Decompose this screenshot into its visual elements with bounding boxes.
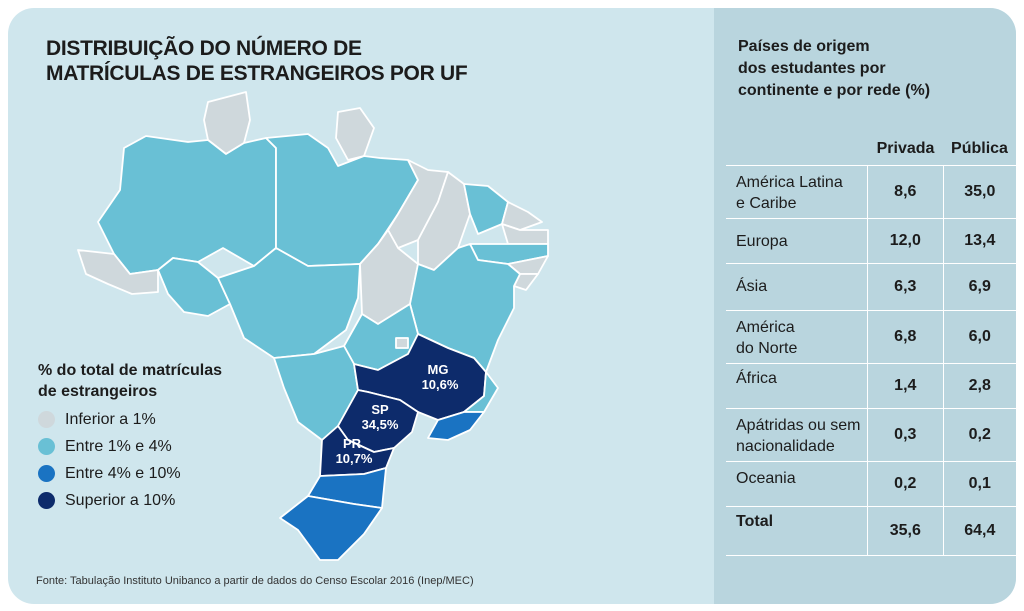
cell-publica: 0,2 <box>942 409 1016 461</box>
cell-publica: 35,0 <box>942 166 1016 218</box>
cell-publica: 2,8 <box>942 364 1016 408</box>
legend-title-line1: % do total de matrículas <box>38 362 223 379</box>
row-label: Total <box>726 507 867 555</box>
cell-privada: 0,3 <box>867 409 942 461</box>
row-label-line2: nacionalidade <box>736 438 835 455</box>
cell-publica: 6,9 <box>942 264 1016 310</box>
legend-swatch-icon <box>38 465 55 482</box>
legend-item-inferior-1: Inferior a 1% <box>38 406 268 433</box>
cell-publica: 64,4 <box>942 507 1016 555</box>
row-label: África <box>726 364 867 408</box>
table-title-line1: Países de origem <box>738 38 870 55</box>
cell-privada: 1,4 <box>867 364 942 408</box>
table-panel <box>714 8 1016 604</box>
row-label-line1: América Latina <box>736 174 843 191</box>
table-row: América do Norte 6,8 6,0 <box>726 310 1016 363</box>
page-title-line1: DISTRIBUIÇÃO DO NÚMERO DE <box>46 37 362 60</box>
table-row: América Latina e Caribe 8,6 35,0 <box>726 165 1016 218</box>
state-ma <box>387 159 449 249</box>
cell-privada: 12,0 <box>867 219 942 263</box>
row-label: Apátridas ou sem nacionalidade <box>726 409 867 461</box>
legend-item-label: Entre 4% e 10% <box>65 464 181 482</box>
cell-privada: 6,8 <box>867 311 942 363</box>
map-label-sp-uf: SP <box>371 402 389 417</box>
legend-item-label: Inferior a 1% <box>65 410 156 428</box>
state-rn <box>501 201 543 231</box>
state-ac <box>77 249 159 295</box>
row-label: Oceania <box>726 462 867 506</box>
table-row: África 1,4 2,8 <box>726 363 1016 408</box>
legend: % do total de matrículas de estrangeiros… <box>38 360 268 514</box>
row-label: América do Norte <box>726 311 867 363</box>
map-label-sp-value: 34,5% <box>362 417 399 432</box>
table-title: Países de origem dos estudantes por cont… <box>738 36 988 102</box>
state-rj <box>427 411 485 441</box>
table-row: Oceania 0,2 0,1 <box>726 461 1016 506</box>
state-am <box>97 135 277 275</box>
row-label-line2: do Norte <box>736 340 798 357</box>
table-row: Ásia 6,3 6,9 <box>726 263 1016 310</box>
table-header-row: Privada Pública <box>726 132 1016 165</box>
state-ce <box>463 183 509 235</box>
legend-swatch-icon <box>38 438 55 455</box>
row-label-line1: Apátridas ou sem <box>736 417 861 434</box>
row-label: América Latina e Caribe <box>726 166 867 218</box>
row-label-line2: e Caribe <box>736 195 797 212</box>
row-label-line1: América <box>736 319 795 336</box>
row-label-line1: Ásia <box>736 278 768 295</box>
table-row: Apátridas ou sem nacionalidade 0,3 0,2 <box>726 408 1016 461</box>
origin-table: Privada Pública América Latina e Caribe … <box>726 132 1016 556</box>
map-label-mg-value: 10,6% <box>422 377 459 392</box>
cell-publica: 0,1 <box>942 462 1016 506</box>
state-mt <box>217 247 361 359</box>
legend-item-entre-4-10: Entre 4% e 10% <box>38 460 268 487</box>
map-label-pr-value: 10,7% <box>336 451 373 466</box>
state-df <box>395 337 409 349</box>
cell-privada: 8,6 <box>867 166 942 218</box>
row-label: Ásia <box>726 264 867 310</box>
page-title-line2: MATRÍCULAS DE ESTRANGEIROS POR UF <box>46 62 468 85</box>
cell-privada: 0,2 <box>867 462 942 506</box>
source-note: Fonte: Tabulação Instituto Unibanco a pa… <box>36 575 474 587</box>
row-label-line1: Oceania <box>736 470 796 487</box>
table-row-total: Total 35,6 64,4 <box>726 506 1016 556</box>
table-header-publica: Pública <box>951 139 1008 157</box>
state-pb <box>501 223 549 245</box>
legend-title-line2: de estrangeiros <box>38 383 158 400</box>
legend-item-entre-1-4: Entre 1% e 4% <box>38 433 268 460</box>
row-label-line1: África <box>736 370 777 387</box>
map-label-pr-uf: PR <box>343 436 362 451</box>
state-rs <box>279 495 383 561</box>
cell-privada: 6,3 <box>867 264 942 310</box>
legend-item-label: Superior a 10% <box>65 491 176 509</box>
row-label-line1: Europa <box>736 233 788 250</box>
row-label-line1: Total <box>736 513 774 530</box>
table-header-privada: Privada <box>876 139 935 157</box>
table-title-line2: dos estudantes por <box>738 60 886 77</box>
legend-swatch-icon <box>38 411 55 428</box>
page-title: DISTRIBUIÇÃO DO NÚMERO DE MATRÍCULAS DE … <box>46 36 468 86</box>
legend-swatch-icon <box>38 492 55 509</box>
cell-publica: 6,0 <box>942 311 1016 363</box>
table-row: Europa 12,0 13,4 <box>726 218 1016 263</box>
brazil-map: MG 10,6% SP 34,5% PR 10,7% <box>77 91 549 561</box>
cell-publica: 13,4 <box>942 219 1016 263</box>
legend-item-label: Entre 1% e 4% <box>65 437 172 455</box>
state-ro <box>157 257 231 317</box>
row-label: Europa <box>726 219 867 263</box>
legend-item-superior-10: Superior a 10% <box>38 487 268 514</box>
state-ap <box>335 107 375 161</box>
infographic-card: MG 10,6% SP 34,5% PR 10,7% DISTRIBUIÇÃO … <box>8 8 1016 604</box>
map-label-mg-uf: MG <box>428 362 449 377</box>
table-title-line3: continente e por rede (%) <box>738 82 931 99</box>
cell-privada: 35,6 <box>867 507 942 555</box>
